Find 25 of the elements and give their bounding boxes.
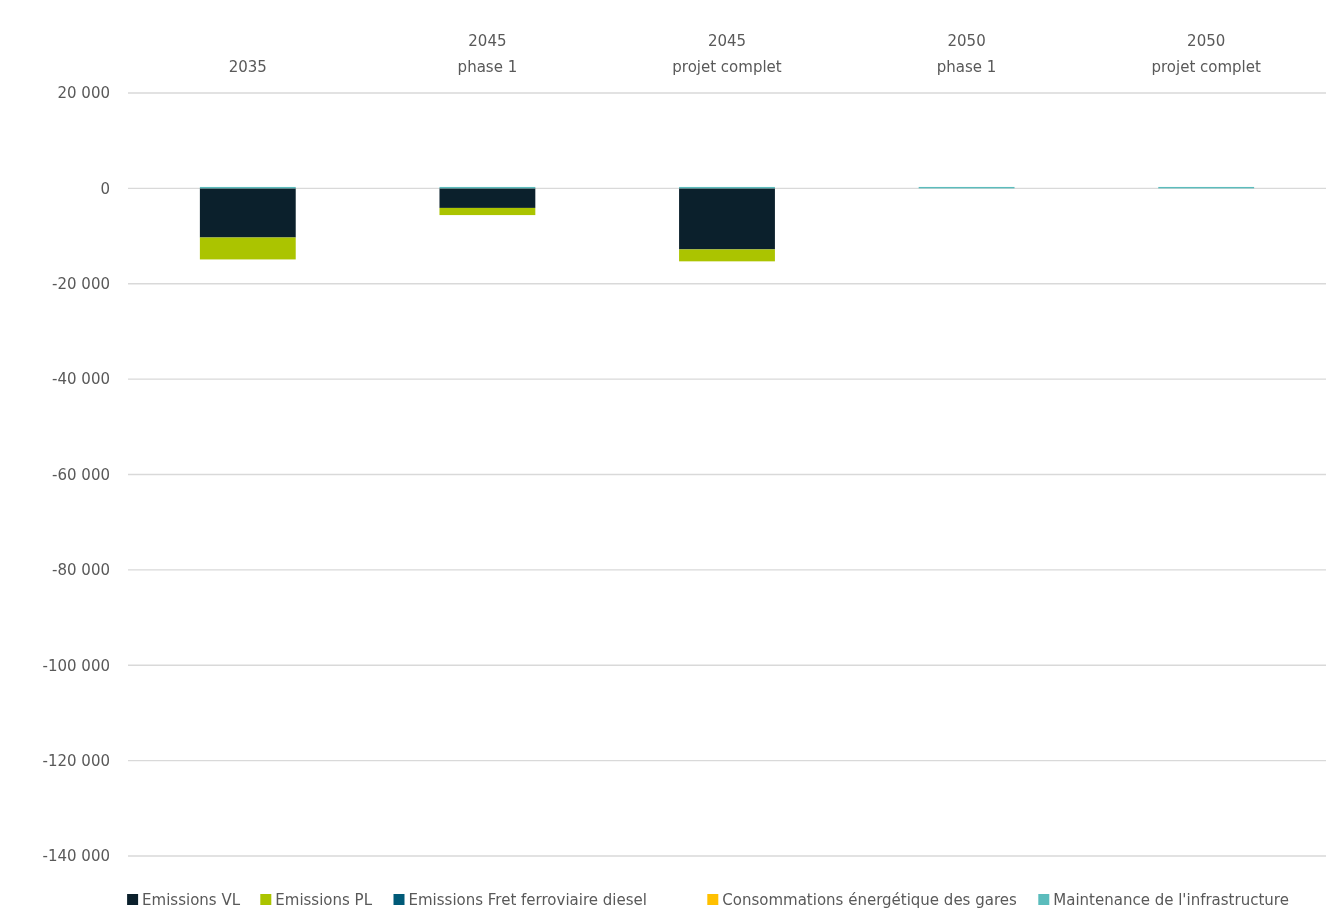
bar	[199, 237, 296, 260]
x-tick-label: 2045 phase 1	[457, 32, 518, 76]
bar	[679, 249, 775, 262]
legend-label: Maintenance de l'infrastructure	[1053, 891, 1289, 910]
y-tick-label: 0	[100, 179, 110, 198]
bar	[439, 207, 536, 216]
y-tick-label: -80 000	[52, 561, 110, 580]
bar	[199, 188, 296, 238]
legend-label: Emissions VL	[142, 891, 241, 910]
bar	[439, 188, 536, 208]
y-tick-label: -140 000	[42, 847, 110, 866]
x-tick-label: 2050 phase 1	[936, 32, 997, 76]
y-tick-label: -20 000	[52, 275, 110, 293]
y-tick-label: -100 000	[42, 656, 110, 675]
x-tick-label: 2050 projet complet	[1151, 32, 1262, 76]
x-tick-label: 2035	[228, 58, 267, 76]
y-tick-label: 20 000	[57, 84, 110, 103]
x-tick-label: 2045 projet complet	[672, 32, 782, 76]
y-tick-label: -60 000	[52, 465, 110, 484]
y-tick-label: -40 000	[52, 370, 110, 389]
legend-label: Emissions Fret ferroviaire diesel	[408, 891, 647, 910]
legend-label: Consommations énergétique des gares	[722, 891, 1017, 910]
y-tick-label: -120 000	[42, 751, 110, 770]
bar	[679, 188, 775, 250]
legend-label: Emissions PL	[275, 891, 373, 910]
